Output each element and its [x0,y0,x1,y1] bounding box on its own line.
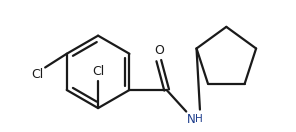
Text: O: O [154,44,164,57]
Text: Cl: Cl [31,69,43,81]
Text: N: N [187,112,196,126]
Text: H: H [194,114,202,124]
Text: Cl: Cl [92,65,104,78]
